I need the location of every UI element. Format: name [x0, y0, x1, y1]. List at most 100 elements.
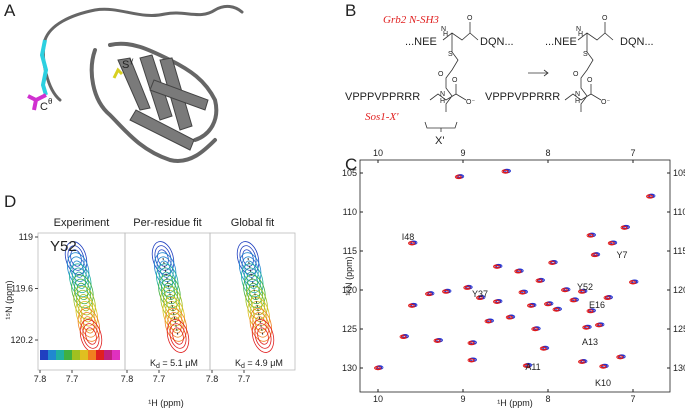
- atom: S: [448, 51, 453, 58]
- colorbar: [40, 350, 48, 360]
- contour: [69, 263, 92, 298]
- peak-label: Y7: [616, 250, 627, 260]
- contour: [245, 278, 263, 305]
- x-axis-label: ¹H (ppm): [497, 398, 533, 408]
- peak-red: [426, 292, 432, 296]
- peak-red: [609, 241, 615, 245]
- contour: [66, 252, 90, 286]
- contour: [74, 271, 87, 289]
- plot-frame: [124, 232, 211, 371]
- peak-red: [592, 253, 598, 257]
- colorbar: [104, 350, 112, 360]
- contour: [73, 278, 91, 305]
- peak-label: E16: [589, 300, 605, 310]
- x-tick-label: 7.8: [121, 374, 134, 384]
- x-tick-label: 7.7: [153, 374, 166, 384]
- contour: [160, 278, 178, 305]
- peak-label: K10: [595, 378, 611, 388]
- s-gamma-base: S: [122, 59, 129, 71]
- contour: [165, 300, 183, 327]
- x-tick-label: 8: [545, 148, 550, 158]
- contour: [83, 316, 95, 334]
- contour: [166, 319, 190, 353]
- atom: N: [576, 26, 581, 33]
- atom: O⁻: [601, 99, 610, 106]
- peak-red: [528, 304, 534, 308]
- contour: [71, 267, 89, 294]
- peak-red: [596, 323, 602, 327]
- peak-red: [400, 335, 407, 339]
- x-tick-label: 10: [373, 148, 383, 158]
- contour: [241, 256, 259, 282]
- contour: [169, 323, 187, 349]
- plot-frame: [209, 232, 296, 371]
- y-tick-label: 120: [342, 285, 357, 295]
- x-tick-label: 8: [545, 394, 550, 404]
- peak-red: [587, 309, 594, 313]
- peak-red: [519, 290, 526, 294]
- atom: O⁻: [466, 99, 475, 106]
- contour: [249, 308, 273, 342]
- s-gamma-sup: γ: [129, 56, 133, 65]
- contour: [158, 267, 176, 294]
- colorbar: [56, 350, 64, 360]
- x-tick-label: 9: [460, 148, 465, 158]
- contour: [80, 312, 98, 338]
- contour: [167, 305, 180, 323]
- sequence: ...NEE: [545, 36, 577, 48]
- contour: [161, 271, 174, 289]
- contour: [248, 289, 266, 316]
- panel-label: D: [4, 192, 16, 211]
- contour: [77, 308, 101, 342]
- contour: [154, 245, 172, 271]
- y-tick-label: 120: [673, 285, 685, 295]
- x-tick-label: 7.7: [238, 374, 251, 384]
- peak-red: [409, 241, 415, 245]
- x-axis-label: ¹H (ppm): [148, 398, 184, 408]
- peak-red: [553, 307, 560, 312]
- x-tick-label: 7.7: [66, 374, 79, 384]
- contour: [75, 296, 98, 331]
- peak-red: [630, 280, 636, 284]
- contour: [243, 267, 261, 294]
- y-tick-label: 125: [342, 324, 357, 334]
- colorbar: [112, 350, 120, 360]
- y-tick-label: 119: [19, 232, 33, 242]
- contour: [164, 308, 188, 342]
- y-tick-label: 105: [342, 168, 357, 178]
- contour: [67, 245, 85, 271]
- peak-label: A11: [525, 362, 540, 372]
- peak-red: [583, 325, 589, 329]
- fit-line: [162, 257, 179, 337]
- contour: [159, 260, 171, 278]
- y-tick-label: 120.2: [10, 335, 33, 345]
- colorbar: [64, 350, 72, 360]
- contour: [250, 293, 263, 312]
- atom: N: [440, 91, 445, 98]
- sequence: DQN...: [620, 36, 654, 48]
- contour: [170, 316, 182, 334]
- peak-red: [562, 288, 568, 292]
- x-tick-label: 7.8: [206, 374, 219, 384]
- contour: [245, 285, 268, 320]
- peak-red: [617, 355, 623, 359]
- peak-red: [464, 286, 470, 290]
- peak-red: [579, 360, 585, 364]
- peak-red: [494, 265, 500, 269]
- plot-frame: [359, 159, 671, 393]
- contour: [242, 249, 254, 267]
- contour: [167, 312, 185, 338]
- atom: O: [602, 15, 608, 22]
- sequence: DQN...: [480, 36, 514, 48]
- y-tick-label: 130: [342, 363, 357, 373]
- peak-red: [502, 169, 509, 173]
- fit-line: [247, 257, 264, 337]
- peak-label: A13: [582, 337, 598, 347]
- contour: [156, 263, 179, 298]
- peak-red: [485, 319, 492, 323]
- colorbar: [80, 350, 88, 360]
- atom: N: [575, 91, 580, 98]
- kd-sub: d: [241, 363, 245, 370]
- kd-rest: = 4.9 μM: [245, 358, 283, 368]
- peak-red: [579, 290, 585, 294]
